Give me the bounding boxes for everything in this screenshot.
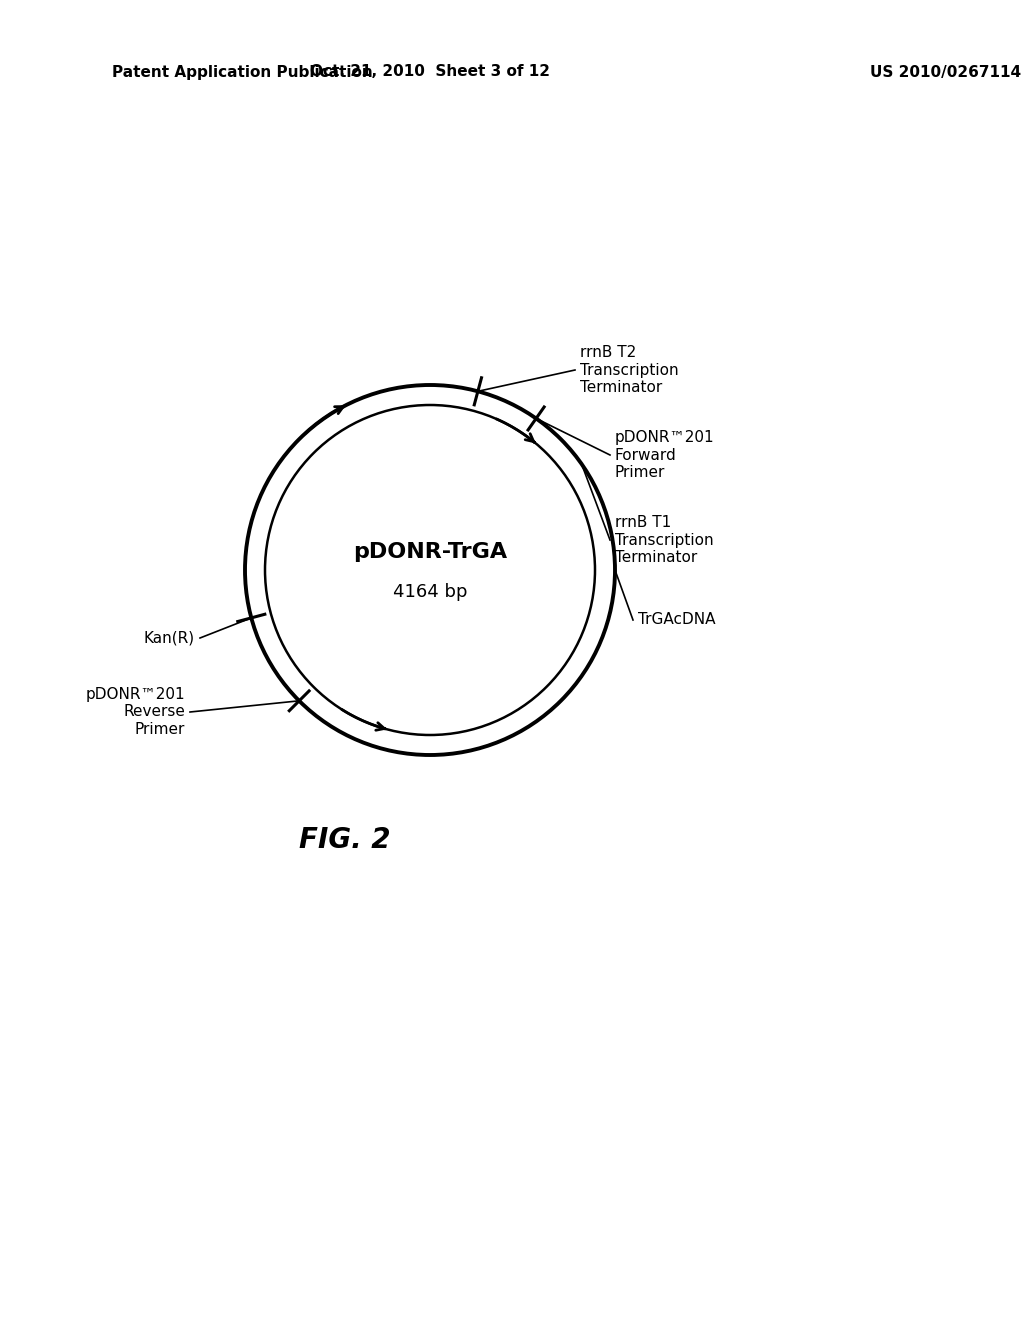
Circle shape [266,407,594,734]
Text: TrGAcDNA: TrGAcDNA [638,612,716,627]
Text: FIG. 2: FIG. 2 [299,826,391,854]
Text: rrnB T1
Transcription
Terminator: rrnB T1 Transcription Terminator [615,515,714,565]
Text: pDONR-TrGA: pDONR-TrGA [353,543,507,562]
Text: rrnB T2
Transcription
Terminator: rrnB T2 Transcription Terminator [580,345,679,395]
Text: Oct. 21, 2010  Sheet 3 of 12: Oct. 21, 2010 Sheet 3 of 12 [310,65,550,79]
Text: 4164 bp: 4164 bp [393,583,467,601]
Text: Patent Application Publication: Patent Application Publication [112,65,373,79]
Text: pDONR™201
Reverse
Primer: pDONR™201 Reverse Primer [85,688,185,737]
Text: Kan(R): Kan(R) [144,631,195,645]
Text: US 2010/0267114 A1: US 2010/0267114 A1 [870,65,1024,79]
Text: pDONR™201
Forward
Primer: pDONR™201 Forward Primer [615,430,715,480]
